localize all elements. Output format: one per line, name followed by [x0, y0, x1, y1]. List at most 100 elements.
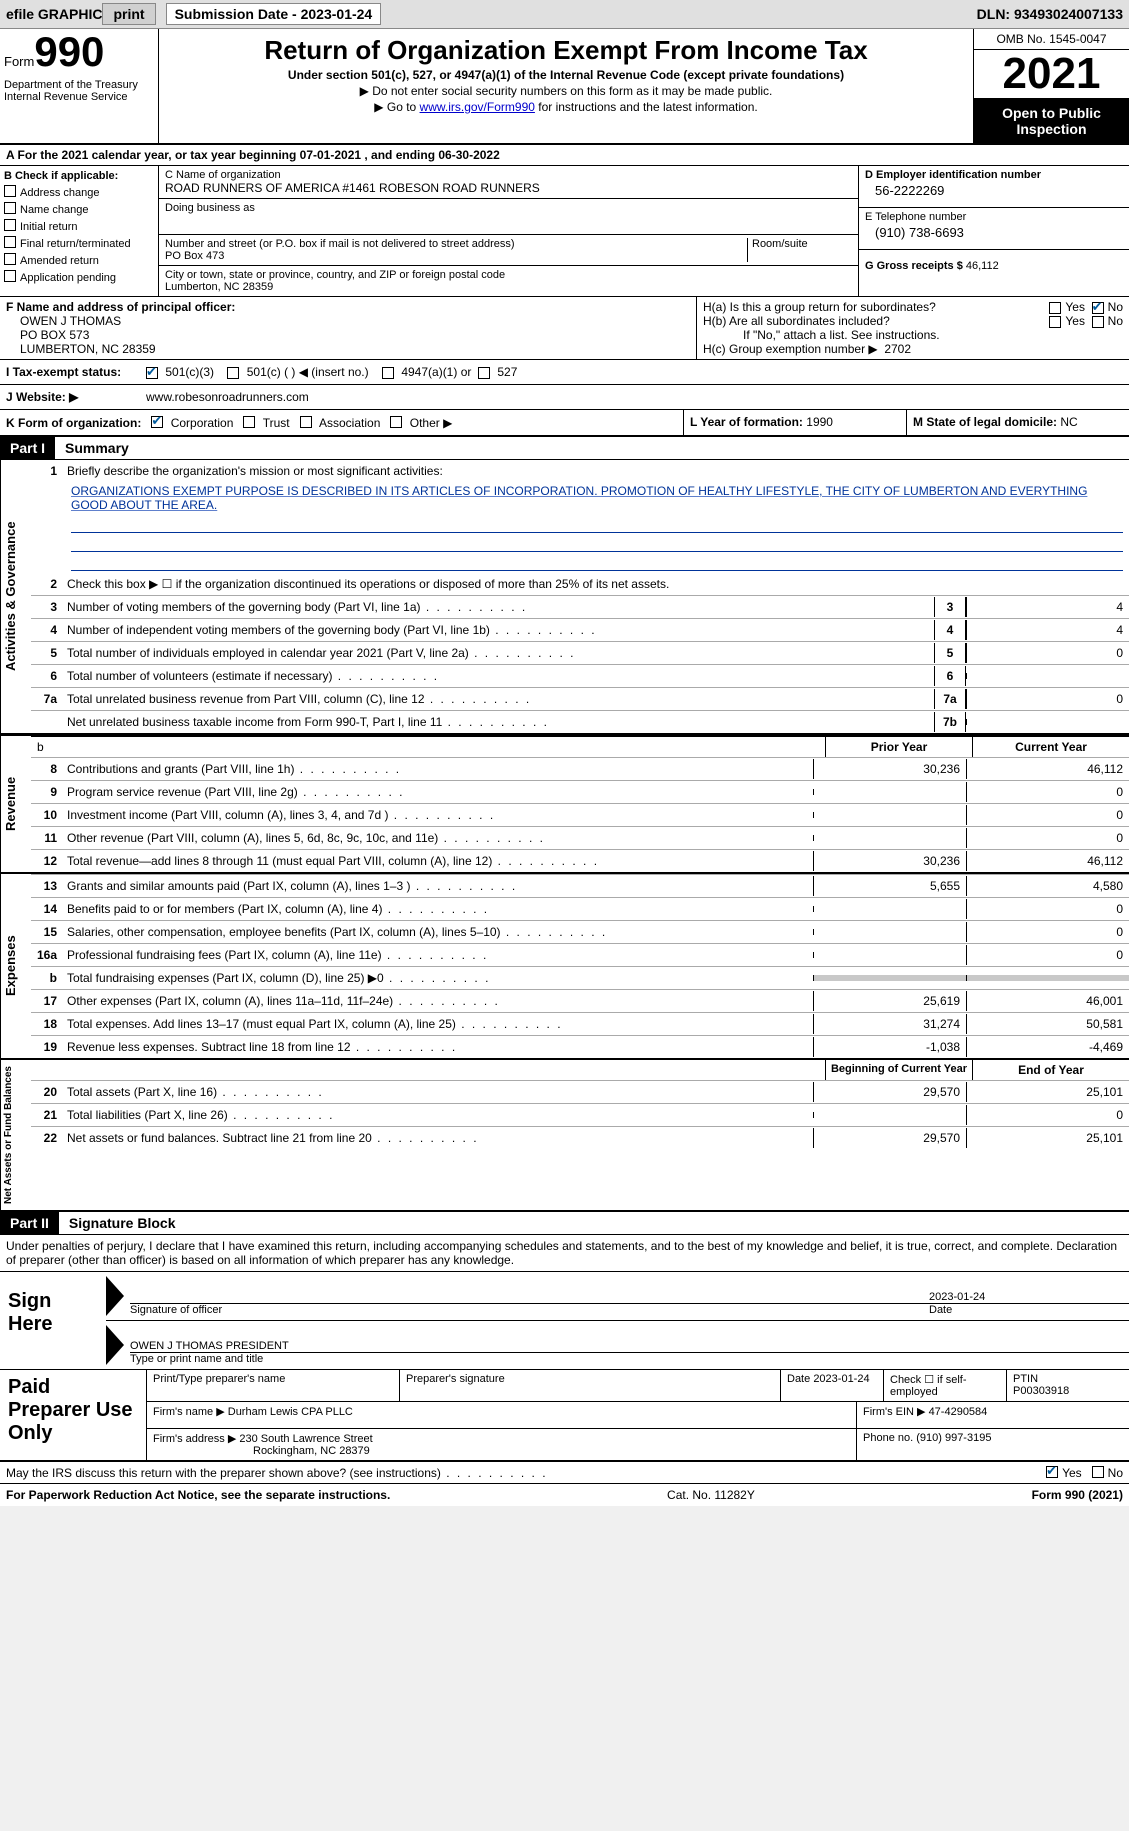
checkbox-icon[interactable] [390, 416, 402, 428]
row-k-l-m: K Form of organization: Corporation Trus… [0, 410, 1129, 437]
line-desc: Program service revenue (Part VIII, line… [63, 782, 813, 802]
line-num: 5 [31, 643, 63, 663]
b-item: Amended return [4, 252, 154, 267]
checkbox-icon[interactable] [478, 367, 490, 379]
line-value: 0 [966, 689, 1129, 709]
checkbox-icon[interactable] [4, 253, 16, 265]
i-opt2: 501(c) ( ) ◀ (insert no.) [247, 365, 369, 379]
gross-value: 46,112 [966, 260, 999, 272]
netassets-section: Net Assets or Fund Balances Beginning of… [0, 1060, 1129, 1212]
line-desc: Net unrelated business taxable income fr… [63, 712, 934, 732]
sig-line-1: Signature of officer 2023-01-24 Date [106, 1272, 1129, 1321]
line-desc: Investment income (Part VIII, column (A)… [63, 805, 813, 825]
preparer-sig-label: Preparer's signature [400, 1370, 781, 1401]
line-num: 6 [31, 666, 63, 686]
revenue-section: Revenue b Prior Year Current Year 8 Cont… [0, 735, 1129, 874]
curr-value: 0 [966, 782, 1129, 802]
b-item: Name change [4, 201, 154, 216]
b-item: Application pending [4, 269, 154, 284]
line-desc: Other revenue (Part VIII, column (A), li… [63, 828, 813, 848]
blank-line [71, 554, 1123, 571]
curr-value: 0 [966, 945, 1129, 965]
checkbox-icon[interactable] [1049, 302, 1061, 314]
col-d: D Employer identification number 56-2222… [859, 166, 1129, 296]
no-label: No [1108, 1466, 1123, 1480]
prior-value [813, 1112, 966, 1118]
curr-value: 25,101 [966, 1082, 1129, 1102]
submission-date: Submission Date - 2023-01-24 [166, 3, 382, 25]
line-desc: Salaries, other compensation, employee b… [63, 922, 813, 942]
line-desc: Total unrelated business revenue from Pa… [63, 689, 934, 709]
b-item-label: Address change [20, 187, 100, 199]
firm-phone-label: Phone no. [863, 1432, 913, 1444]
phone-value: (910) 738-6693 [865, 223, 1123, 246]
checkbox-icon[interactable] [1046, 1466, 1058, 1478]
officer-name: OWEN J THOMAS [6, 314, 690, 328]
checkbox-icon[interactable] [1049, 316, 1061, 328]
checkbox-icon[interactable] [4, 202, 16, 214]
efile-label: efile GRAPHIC [6, 6, 102, 22]
arrow-icon [106, 1276, 124, 1316]
col-c: C Name of organization ROAD RUNNERS OF A… [159, 166, 859, 296]
line-desc: Total fundraising expenses (Part IX, col… [63, 968, 813, 988]
firm-name: Firm's name ▶ Durham Lewis CPA PLLC [147, 1402, 857, 1428]
d-ein: D Employer identification number 56-2222… [859, 166, 1129, 208]
firm-ein-label: Firm's EIN ▶ [863, 1406, 926, 1418]
checkbox-icon[interactable] [4, 270, 16, 282]
b-item: Final return/terminated [4, 235, 154, 250]
checkbox-icon[interactable] [4, 185, 16, 197]
prior-value: 29,570 [813, 1082, 966, 1102]
sum-row: 3 Number of voting members of the govern… [31, 595, 1129, 618]
self-emp: Check ☐ if self-employed [884, 1370, 1007, 1401]
paid-row-1: Print/Type preparer's name Preparer's si… [147, 1370, 1129, 1402]
phone-label: E Telephone number [865, 211, 966, 223]
line-desc: Contributions and grants (Part VIII, lin… [63, 759, 813, 779]
box-label: 5 [934, 643, 966, 663]
mission-text: ORGANIZATIONS EXEMPT PURPOSE IS DESCRIBE… [31, 482, 1129, 514]
discuss-answer: Yes No [1046, 1465, 1123, 1480]
a-line: A For the 2021 calendar year, or tax yea… [0, 145, 1129, 166]
checkbox-icon[interactable] [4, 236, 16, 248]
line-num: 1 [31, 461, 63, 481]
sum-row: b Total fundraising expenses (Part IX, c… [31, 966, 1129, 989]
prior-value: 25,619 [813, 991, 966, 1011]
footer: For Paperwork Reduction Act Notice, see … [0, 1484, 1129, 1506]
m-label: M State of legal domicile: [913, 415, 1057, 429]
prior-value: 30,236 [813, 759, 966, 779]
line-num: 15 [31, 922, 63, 942]
ptin-label: PTIN [1013, 1373, 1038, 1385]
part2-label: Part II [0, 1212, 59, 1234]
checkbox-icon[interactable] [1092, 302, 1104, 314]
sum-row: 4 Number of independent voting members o… [31, 618, 1129, 641]
paid-row-3: Firm's address ▶ 230 South Lawrence Stre… [147, 1429, 1129, 1460]
print-button[interactable]: print [102, 3, 155, 25]
checkbox-icon[interactable] [243, 416, 255, 428]
checkbox-icon[interactable] [151, 416, 163, 428]
firm-phone: Phone no. (910) 997-3195 [857, 1429, 1129, 1460]
date-label: Date [929, 1303, 1129, 1316]
checkbox-icon[interactable] [1092, 316, 1104, 328]
checkbox-icon[interactable] [227, 367, 239, 379]
hb-label: H(b) Are all subordinates included? [703, 314, 1049, 328]
checkbox-icon[interactable] [382, 367, 394, 379]
checkbox-icon[interactable] [1092, 1466, 1104, 1478]
line-desc: Total revenue—add lines 8 through 11 (mu… [63, 851, 813, 871]
checkbox-icon[interactable] [300, 416, 312, 428]
checkbox-icon[interactable] [146, 367, 158, 379]
yes-label: Yes [1065, 300, 1085, 314]
k-opt: Trust [263, 416, 290, 430]
line-num: 22 [31, 1128, 63, 1148]
sig-of-officer: Signature of officer [130, 1303, 929, 1316]
sign-here-block: Sign Here Signature of officer 2023-01-2… [0, 1272, 1129, 1370]
sum-row: 5 Total number of individuals employed i… [31, 641, 1129, 664]
checkbox-icon[interactable] [4, 219, 16, 231]
header-center: Return of Organization Exempt From Incom… [159, 29, 974, 143]
spacer [31, 1060, 826, 1080]
exp-rows: 13 Grants and similar amounts paid (Part… [31, 874, 1129, 1058]
firm-ein-value: 47-4290584 [929, 1406, 988, 1418]
sum-row: 10 Investment income (Part VIII, column … [31, 803, 1129, 826]
rev-header: b Prior Year Current Year [31, 736, 1129, 757]
b-item-label: Application pending [20, 272, 116, 284]
paid-date-label: Date [787, 1373, 810, 1385]
irs-link[interactable]: www.irs.gov/Form990 [420, 100, 535, 114]
